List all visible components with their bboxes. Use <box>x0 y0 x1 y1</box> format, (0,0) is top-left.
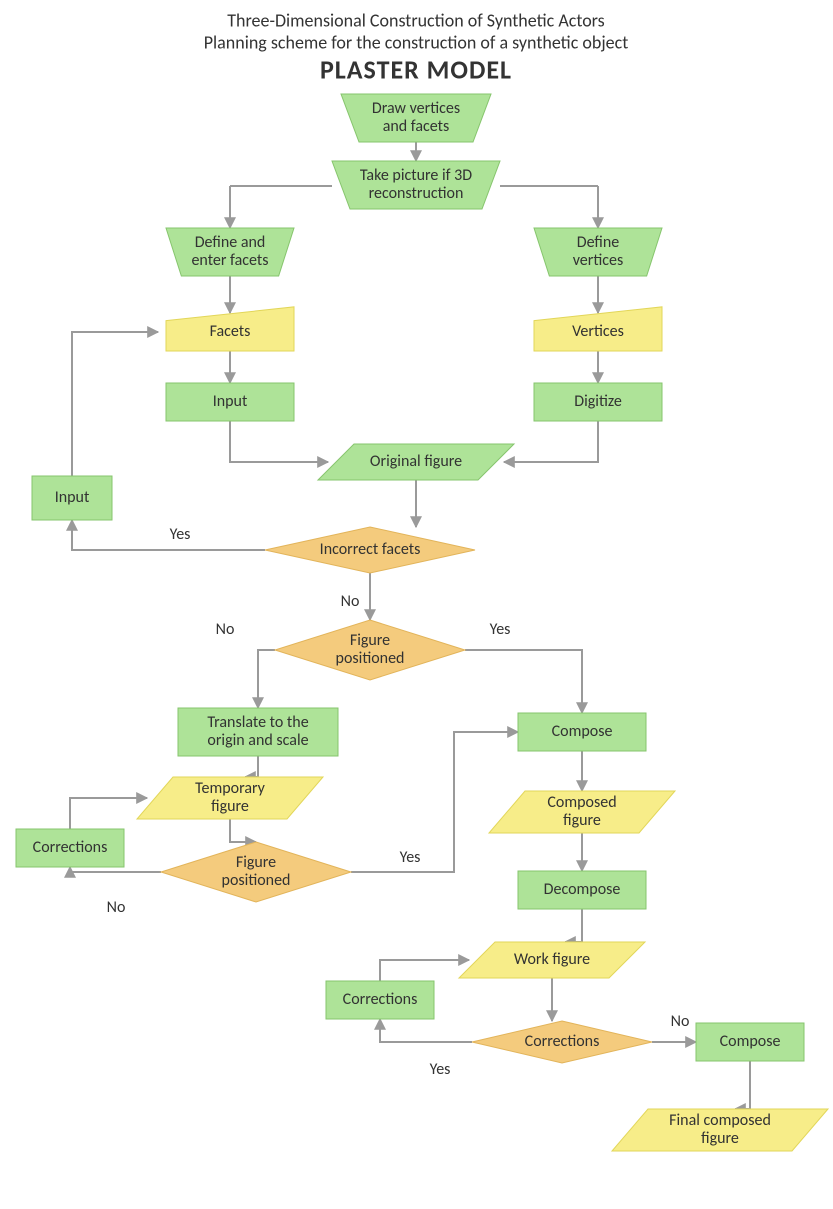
node-inc_facets: Incorrect facets <box>265 527 475 573</box>
edge-26 <box>380 1019 472 1042</box>
node-def_verts: Definevertices <box>534 228 662 276</box>
node-fig_pos2-label-1: positioned <box>222 871 291 890</box>
node-comp_fig: Composedfigure <box>489 791 675 833</box>
edge-10 <box>504 421 598 462</box>
edges-layer <box>70 142 750 1109</box>
edge-label-7: No <box>671 1012 690 1031</box>
node-final: Final composedfigure <box>612 1109 828 1151</box>
node-decompose-label-0: Decompose <box>544 880 621 899</box>
node-input_loop: Input <box>32 476 112 520</box>
node-draw-label-1: and facets <box>383 117 450 136</box>
edge-label-5: Yes <box>400 848 421 867</box>
node-corr2-label-0: Corrections <box>343 990 418 1009</box>
node-compose2-label-0: Compose <box>720 1032 781 1051</box>
edge-label-3: Yes <box>490 620 511 639</box>
node-vertices-label-0: Vertices <box>572 322 624 341</box>
node-input_loop-label-0: Input <box>55 488 90 507</box>
edge-label-4: No <box>107 898 126 917</box>
node-temp_fig: Temporaryfigure <box>137 777 323 819</box>
edge-12 <box>72 520 265 550</box>
node-digitize: Digitize <box>534 383 662 421</box>
node-temp_fig-label-1: figure <box>211 797 249 816</box>
node-translate: Translate to theorigin and scale <box>178 708 338 756</box>
node-def_facets: Define andenter facets <box>166 228 294 276</box>
node-corr2: Corrections <box>326 981 434 1019</box>
node-compose1-label-0: Compose <box>552 722 613 741</box>
node-def_verts-label-1: vertices <box>573 251 624 270</box>
node-orig_fig-label-0: Original figure <box>370 452 462 471</box>
node-input: Input <box>166 383 294 421</box>
node-def_facets-label-1: enter facets <box>191 251 268 270</box>
edge-17 <box>245 756 258 777</box>
edge-label-2: No <box>216 620 235 639</box>
node-work_fig: Work figure <box>459 942 645 978</box>
edge-13 <box>72 332 158 476</box>
node-decompose: Decompose <box>518 871 646 909</box>
edge-19 <box>230 819 256 842</box>
edge-label-0: Yes <box>170 525 191 544</box>
node-corr_dec-label-0: Corrections <box>525 1032 600 1051</box>
node-fig_pos2: Figurepositioned <box>161 842 351 902</box>
node-draw-label-0: Draw vertices <box>372 99 460 118</box>
edge-27 <box>380 960 469 981</box>
node-input-label-0: Input <box>213 392 248 411</box>
flowchart-canvas: Draw verticesand facets Take picture if 3… <box>0 0 833 1209</box>
titles: Three-Dimensional Construction of Synthe… <box>204 9 629 85</box>
edge-29 <box>735 1061 750 1109</box>
nodes-layer: Draw verticesand facets Take picture if 3… <box>16 94 828 1151</box>
node-inc_facets-label-0: Incorrect facets <box>320 540 421 559</box>
edge-label-6: Yes <box>430 1060 451 1079</box>
node-comp_fig-label-1: figure <box>563 811 601 830</box>
node-compose2: Compose <box>696 1023 804 1061</box>
node-picture-label-0: Take picture if 3D <box>360 166 472 185</box>
node-fig_pos2-label-0: Figure <box>236 853 276 872</box>
node-facets: Facets <box>166 307 294 351</box>
node-compose1: Compose <box>518 713 646 751</box>
node-digitize-label-0: Digitize <box>574 392 622 411</box>
edge-9 <box>230 421 328 462</box>
edge-16 <box>465 650 582 713</box>
edge-21 <box>70 798 147 829</box>
node-final-label-0: Final composed <box>669 1111 771 1130</box>
node-final-label-1: figure <box>701 1129 739 1148</box>
node-corr1: Corrections <box>16 829 124 867</box>
title-line2: Planning scheme for the construction of … <box>204 31 629 53</box>
node-corr1-label-0: Corrections <box>33 838 108 857</box>
node-picture-label-1: reconstruction <box>369 184 464 203</box>
node-fig_pos1: Figurepositioned <box>275 620 465 680</box>
node-picture: Take picture if 3Dreconstruction <box>332 161 500 209</box>
node-draw: Draw verticesand facets <box>341 94 491 142</box>
title-line3: PLASTER MODEL <box>320 53 512 85</box>
edge-22 <box>351 732 518 872</box>
title-line1: Three-Dimensional Construction of Synthe… <box>227 9 604 31</box>
node-work_fig-label-0: Work figure <box>514 950 590 969</box>
node-translate-label-0: Translate to the <box>207 713 308 732</box>
node-orig_fig: Original figure <box>318 444 514 480</box>
edge-24 <box>565 909 582 942</box>
node-corr_dec: Corrections <box>472 1021 652 1063</box>
node-translate-label-1: origin and scale <box>207 731 308 750</box>
node-comp_fig-label-0: Composed <box>547 793 616 812</box>
edge-20 <box>70 867 161 872</box>
edge-15 <box>258 650 275 708</box>
node-vertices: Vertices <box>534 307 662 351</box>
node-def_facets-label-0: Define and <box>195 233 266 252</box>
node-fig_pos1-label-1: positioned <box>336 649 405 668</box>
node-fig_pos1-label-0: Figure <box>350 631 390 650</box>
node-facets-label-0: Facets <box>210 322 251 341</box>
node-temp_fig-label-0: Temporary <box>195 779 266 798</box>
edge-label-1: No <box>341 592 360 611</box>
node-def_verts-label-0: Define <box>577 233 620 252</box>
